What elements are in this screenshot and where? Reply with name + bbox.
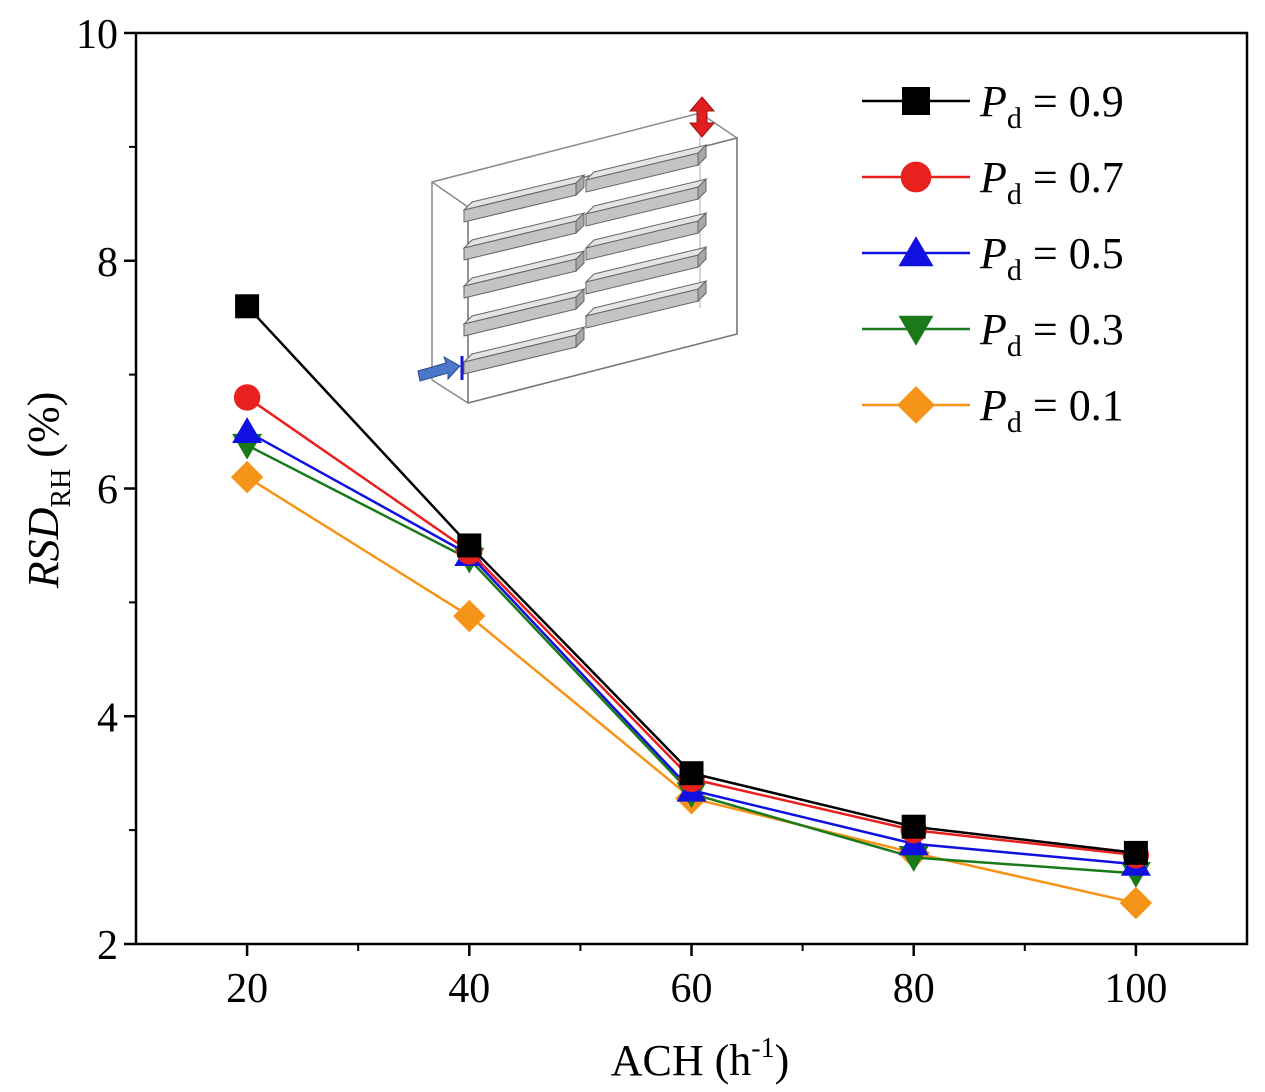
shelf: [462, 211, 586, 261]
room-back-edges: [431, 112, 738, 380]
shelf: [462, 173, 586, 223]
data-point: [233, 384, 261, 411]
legend-label: Pd = 0.3: [979, 305, 1124, 363]
x-tick-label: 100: [1104, 966, 1167, 1012]
y-tick-label: 2: [97, 923, 118, 969]
legend: Pd = 0.9 Pd = 0.7 Pd = 0.5 Pd = 0.3 Pd = 0.1: [862, 77, 1124, 439]
data-point: [1119, 886, 1153, 920]
legend-item: Pd = 0.7: [862, 153, 1124, 211]
x-tick-label: 60: [671, 966, 713, 1012]
legend-label: Pd = 0.9: [979, 77, 1124, 135]
data-point: [235, 294, 260, 319]
outlet-arrow: [688, 96, 716, 138]
legend-marker: [898, 236, 934, 267]
shelf: [462, 249, 586, 299]
x-tick-label: 80: [893, 966, 935, 1012]
series-0.1: [230, 460, 1153, 920]
inlet-arrow: [417, 355, 461, 382]
inset-room-diagram: [417, 96, 738, 405]
legend-item: Pd = 0.5: [862, 229, 1124, 287]
data-point: [901, 814, 926, 839]
data-point: [230, 460, 264, 494]
y-tick-label: 6: [97, 468, 118, 514]
shelf: [584, 143, 708, 193]
data-point: [453, 599, 486, 633]
data-point: [679, 761, 704, 786]
x-axis-label: ACH (h-1): [611, 1033, 790, 1085]
legend-marker: [898, 315, 934, 346]
data-point: [232, 417, 263, 443]
shelf: [584, 211, 708, 261]
legend-item: Pd = 0.3: [862, 305, 1124, 363]
x-tick-label: 40: [448, 966, 490, 1012]
legend-label: Pd = 0.7: [979, 153, 1124, 211]
series-0.9: [235, 294, 1148, 865]
series-layer: [230, 294, 1153, 920]
y-tick-label: 4: [97, 695, 118, 741]
legend-label: Pd = 0.1: [979, 381, 1124, 439]
data-point: [1123, 840, 1148, 865]
series-0.3: [232, 433, 1151, 888]
y-axis-label: RSDRH (%): [19, 392, 77, 590]
legend-item: Pd = 0.9: [862, 77, 1124, 135]
shelf: [462, 287, 586, 337]
axes: 20 40 60 80 100 2 4 6 8 10: [76, 12, 1249, 1012]
shelf: [584, 177, 708, 227]
legend-marker: [897, 386, 935, 424]
y-tick-label: 10: [76, 12, 118, 58]
legend-marker: [900, 161, 932, 193]
legend-label: Pd = 0.5: [979, 229, 1124, 287]
y-tick-label: 8: [97, 240, 118, 286]
x-tick-label: 20: [226, 966, 268, 1012]
legend-marker: [902, 87, 930, 115]
data-point: [457, 533, 482, 558]
shelf: [462, 325, 586, 375]
shelf: [584, 245, 708, 295]
shelf: [584, 279, 708, 329]
legend-item: Pd = 0.1: [862, 381, 1124, 439]
